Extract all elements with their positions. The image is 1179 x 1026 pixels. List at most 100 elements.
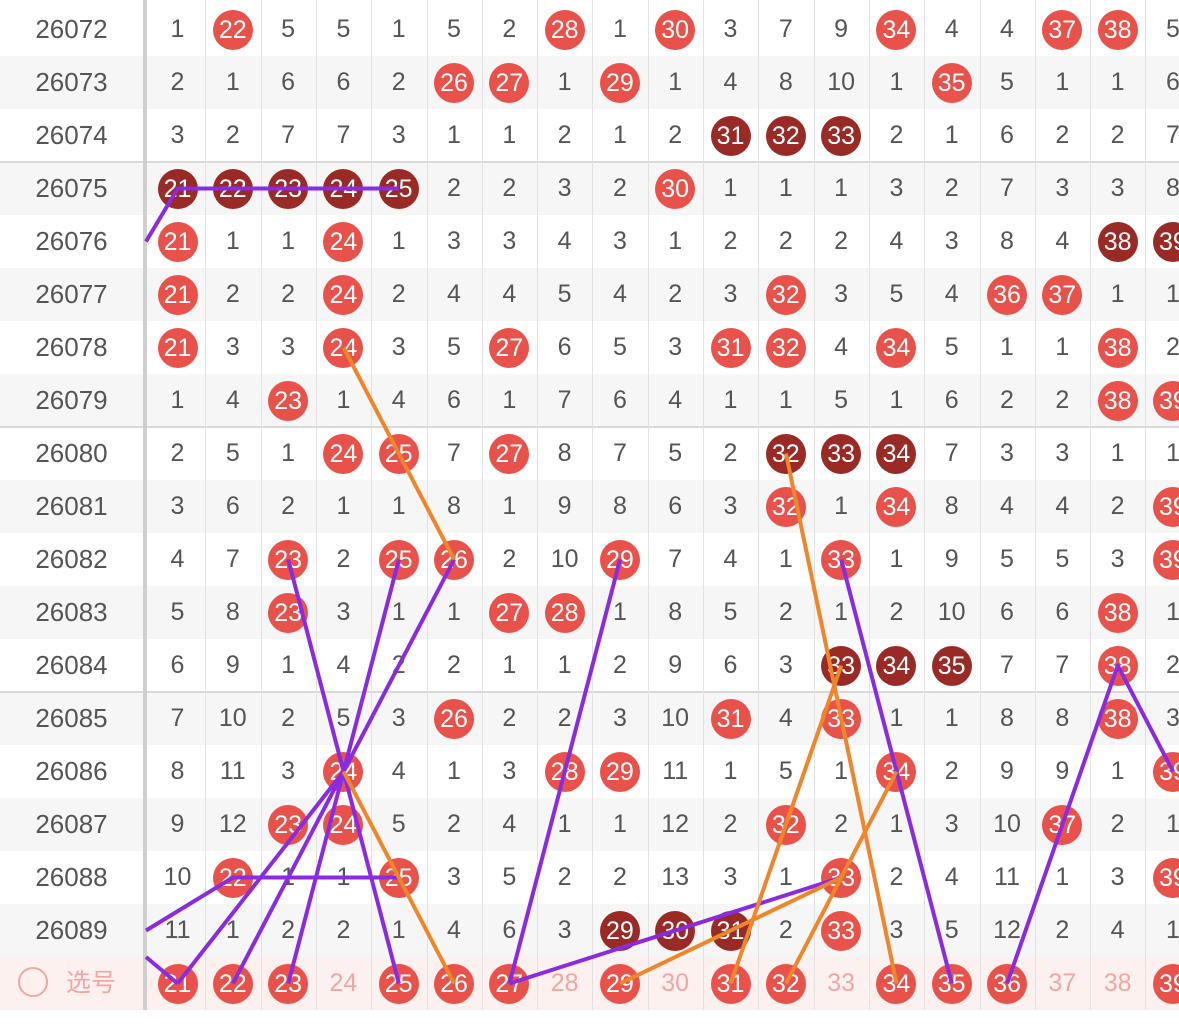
- data-row-cell: 7: [1055, 651, 1070, 679]
- data-row-cell: 8: [447, 492, 461, 520]
- data-row-cell: 1: [281, 863, 296, 891]
- data-row-cell: 3: [944, 227, 959, 255]
- number-ball: 24: [323, 274, 364, 315]
- number-ball: 27: [489, 433, 530, 474]
- data-row-cell: 7: [336, 121, 351, 149]
- data-row-cell: 6: [944, 386, 959, 414]
- number-ball[interactable]: 21: [157, 963, 198, 1004]
- number-ball[interactable]: 29: [599, 963, 640, 1004]
- select-row-cell[interactable]: 24: [329, 969, 358, 997]
- data-row-cell: 1: [834, 174, 849, 202]
- column-divider: [537, 0, 538, 1010]
- issue-column-divider: [143, 0, 147, 1010]
- number-ball[interactable]: 32: [765, 963, 806, 1004]
- data-row-cell: 5: [668, 439, 683, 467]
- data-row-cell: 5: [1165, 15, 1179, 43]
- number-ball[interactable]: 36: [987, 963, 1027, 1004]
- data-row-cell: 7: [612, 439, 627, 467]
- data-row-cell: 12: [661, 810, 690, 838]
- data-row-cell: 10: [937, 598, 966, 626]
- data-row-cell: 1: [336, 386, 351, 414]
- data-row-cell: 5: [447, 15, 461, 43]
- select-row-cell[interactable]: 28: [550, 969, 579, 997]
- select-row-cell[interactable]: 30: [661, 969, 690, 997]
- data-row-cell: 3: [834, 280, 849, 308]
- data-row-cell: 2: [447, 651, 461, 679]
- data-row-cell: 3: [447, 227, 461, 255]
- data-row-cell: 10: [550, 545, 579, 573]
- number-ball: 32: [765, 486, 806, 527]
- data-row-cell: 1: [1055, 68, 1070, 96]
- data-row-cell: 8: [944, 492, 959, 520]
- issue-number: 26079: [35, 385, 108, 415]
- number-ball[interactable]: 22: [212, 963, 253, 1004]
- data-row-cell: 2: [1165, 333, 1179, 361]
- data-row-cell: 3: [391, 333, 406, 361]
- data-row-cell: 11: [994, 863, 1020, 891]
- data-row-cell: 3: [447, 863, 461, 891]
- number-ball: 37: [1042, 9, 1083, 50]
- data-row-cell: 2: [391, 651, 406, 679]
- number-ball[interactable]: 31: [710, 963, 751, 1004]
- data-row-cell: 1: [1165, 598, 1179, 626]
- data-row-cell: 6: [447, 386, 461, 414]
- issue-number: 26089: [35, 915, 108, 945]
- data-row-cell: 1: [834, 492, 849, 520]
- number-ball[interactable]: 26: [434, 963, 474, 1004]
- data-row-cell: 2: [557, 121, 572, 149]
- select-radio-icon[interactable]: [18, 967, 48, 997]
- data-row-cell: 7: [668, 545, 683, 573]
- number-ball[interactable]: 23: [268, 963, 309, 1004]
- select-row-cell[interactable]: 37: [1048, 969, 1077, 997]
- data-row-cell: 1: [1000, 333, 1014, 361]
- data-row-cell: 1: [612, 15, 627, 43]
- data-row-cell: 7: [1000, 651, 1014, 679]
- data-row-cell: 12: [218, 810, 247, 838]
- data-row-cell: 1: [447, 598, 461, 626]
- data-row-cell: 2: [1110, 121, 1125, 149]
- data-row-cell: 5: [1000, 68, 1014, 96]
- column-divider: [316, 0, 317, 1010]
- data-row-cell: 1: [391, 492, 406, 520]
- number-ball: 21: [157, 221, 198, 262]
- data-row-cell: 1: [502, 651, 517, 679]
- data-row-cell: 9: [944, 545, 959, 573]
- select-row-cell[interactable]: 38: [1103, 969, 1132, 997]
- number-ball: 26: [434, 62, 474, 103]
- number-ball: 35: [931, 62, 972, 103]
- data-row-cell: 1: [668, 227, 683, 255]
- data-row-cell: 9: [1000, 757, 1014, 785]
- number-ball: 21: [157, 274, 198, 315]
- number-ball: 24: [323, 804, 364, 845]
- data-row-cell: 4: [502, 280, 517, 308]
- data-row-cell: 6: [557, 333, 572, 361]
- data-row-cell: 1: [1110, 757, 1125, 785]
- data-row-cell: 3: [612, 704, 627, 732]
- select-label[interactable]: 选号: [66, 969, 117, 997]
- column-divider: [1090, 0, 1091, 1010]
- data-row-cell: 5: [502, 863, 517, 891]
- select-row-cell[interactable]: 33: [827, 969, 855, 997]
- data-row-cell: 3: [1055, 174, 1070, 202]
- number-ball[interactable]: 34: [876, 963, 917, 1004]
- data-row-cell: 2: [557, 704, 572, 732]
- data-row-cell: 5: [447, 333, 461, 361]
- number-ball[interactable]: 35: [931, 963, 972, 1004]
- number-ball: 25: [378, 168, 419, 209]
- column-divider: [869, 0, 870, 1010]
- number-ball: 28: [544, 592, 585, 633]
- number-ball[interactable]: 27: [489, 963, 530, 1004]
- number-ball[interactable]: 25: [378, 963, 419, 1004]
- data-row-cell: 1: [1165, 439, 1179, 467]
- data-row-cell: 5: [225, 439, 240, 467]
- data-row-cell: 3: [391, 121, 406, 149]
- data-row-cell: 8: [170, 757, 185, 785]
- data-row-cell: 1: [1110, 68, 1125, 96]
- data-row-cell: 1: [170, 386, 185, 414]
- data-row-cell: 1: [391, 598, 406, 626]
- data-row-cell: 1: [889, 545, 904, 573]
- number-ball: 34: [876, 751, 917, 792]
- data-row-cell: 10: [661, 704, 690, 732]
- data-row-cell: 1: [834, 598, 849, 626]
- data-row-cell: 5: [391, 810, 406, 838]
